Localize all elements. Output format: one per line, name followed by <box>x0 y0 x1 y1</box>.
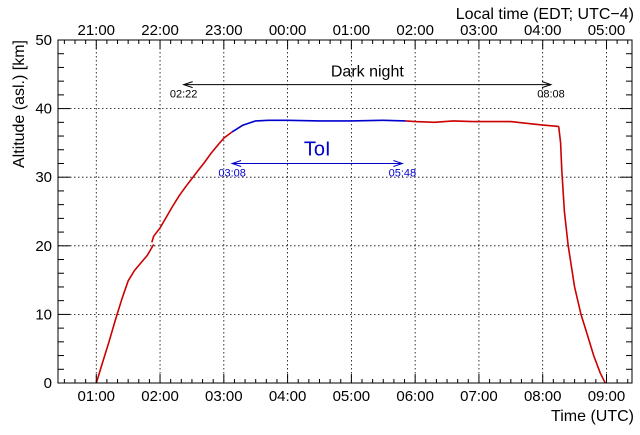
top-tick-label: 23:00 <box>205 22 243 39</box>
grid-lines <box>58 40 632 383</box>
annotation-arrowhead-left <box>182 81 193 89</box>
annotation-arrowhead-right <box>541 81 553 89</box>
top-tick-label: 03:00 <box>460 22 498 39</box>
x-tick-label: 09:00 <box>588 388 626 405</box>
annotation-arrowhead-right <box>393 160 404 167</box>
y-axis-title: Altitude (asl.) [km] <box>11 40 28 168</box>
x-tick-label: 06:00 <box>396 388 434 405</box>
altitude-series-line <box>95 243 155 384</box>
altitude-series-line <box>557 126 606 384</box>
top-tick-label: 21:00 <box>77 22 115 39</box>
y-tick-label: 0 <box>44 375 52 392</box>
annotation-arrowhead-left <box>230 160 242 167</box>
x-axis-title: Time (UTC) <box>551 408 634 425</box>
plot-frame <box>57 39 633 384</box>
tick-layer: 01:00 02:00 03:00 04:00 05:00 06:00 07:00 08:00… <box>35 22 632 405</box>
x-tick-label: 08:00 <box>524 388 562 405</box>
x-tick-label: 05:00 <box>333 388 371 405</box>
y-tick-label: 10 <box>35 306 52 323</box>
y-tick-label: 40 <box>35 101 52 118</box>
top-tick-label: 00:00 <box>269 22 307 39</box>
x-tick-label: 07:00 <box>460 388 498 405</box>
x-tick-label: 04:00 <box>269 388 307 405</box>
annotation-label: ToI <box>304 138 331 160</box>
top-tick-label: 22:00 <box>141 22 179 39</box>
annotation-start-label: 02:22 <box>170 89 198 101</box>
series-layer <box>95 119 606 384</box>
annotation-start-label: 03:08 <box>218 167 246 179</box>
y-tick-label: 20 <box>35 238 52 255</box>
x-tick-label: 01:00 <box>77 388 115 405</box>
annotation-end-label: 05:48 <box>389 167 417 179</box>
top-tick-label: 01:00 <box>333 22 371 39</box>
annotation-layer: Dark night 02:22 08:08 ToI 03:08 05:48 <box>170 64 565 180</box>
x-tick-label: 03:00 <box>205 388 243 405</box>
top-tick-label: 02:00 <box>396 22 434 39</box>
annotation-end-label: 08:08 <box>537 89 565 101</box>
annotation-label: Dark night <box>331 64 404 81</box>
altitude-series-line <box>151 131 233 243</box>
y-tick-label: 50 <box>35 32 52 49</box>
top-tick-label: 05:00 <box>588 22 626 39</box>
top-tick-label: 04:00 <box>524 22 562 39</box>
top-axis-title: Local time (EDT; UTC−4) <box>456 6 634 23</box>
x-tick-label: 02:00 <box>141 388 179 405</box>
altitude-series-line <box>405 120 559 128</box>
y-tick-label: 30 <box>35 169 52 186</box>
altitude-series-line <box>231 119 406 133</box>
